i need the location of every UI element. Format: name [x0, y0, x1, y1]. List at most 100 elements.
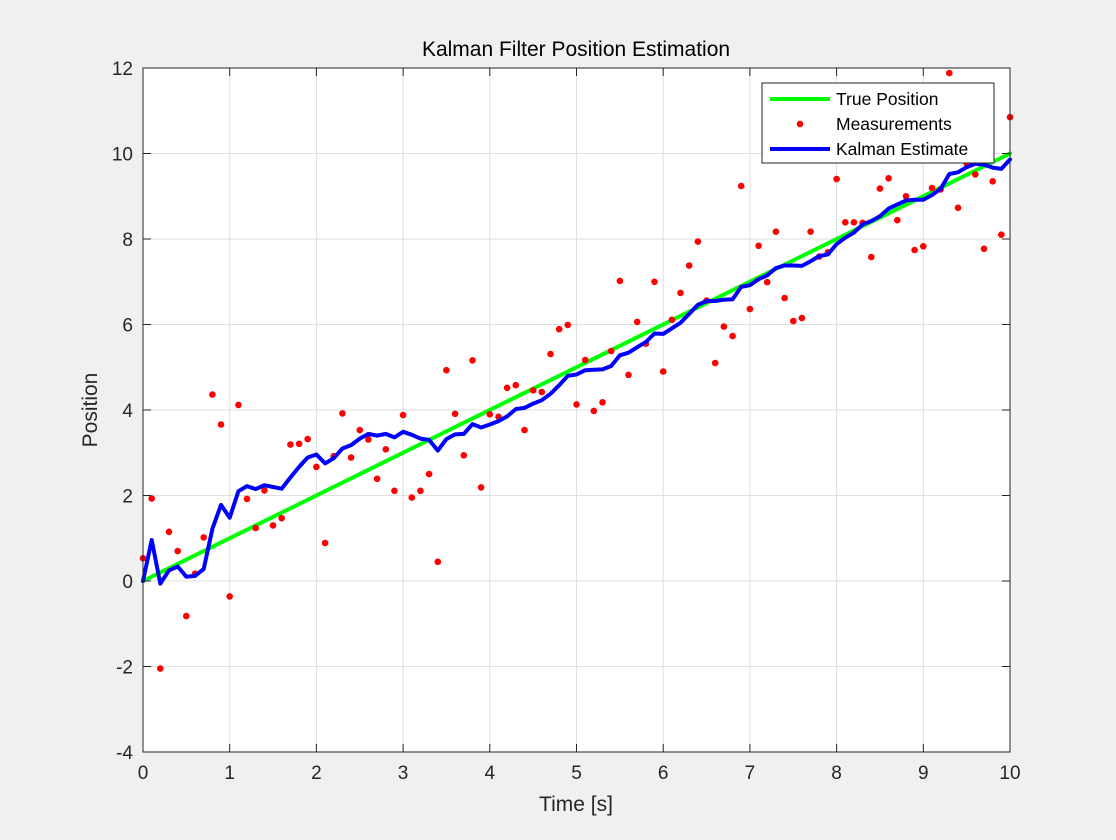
measurements-point: [972, 171, 979, 178]
measurements-point: [443, 366, 450, 374]
measurements-point: [746, 305, 754, 313]
measurements-point: [885, 175, 892, 182]
measurements-point: [200, 534, 207, 541]
y-axis-label: Position: [79, 373, 102, 448]
x-tick-label: 6: [658, 763, 669, 784]
plot-area: [139, 69, 1014, 672]
measurements-point: [842, 219, 849, 226]
measurements-point: [425, 470, 433, 478]
measurements-point: [772, 228, 780, 235]
measurements-point: [651, 278, 658, 286]
measurements-point: [998, 231, 1005, 238]
measurements-point: [486, 411, 494, 418]
x-tick-label: 3: [398, 763, 409, 784]
measurements-point: [521, 426, 528, 434]
x-tick-label: 1: [224, 763, 235, 784]
measurements-point: [434, 558, 442, 566]
y-tick-label: 0: [122, 572, 133, 593]
measurements-point: [798, 314, 806, 322]
x-tick-label: 8: [831, 763, 842, 784]
measurements-point: [989, 178, 996, 185]
x-tick-label: 9: [918, 763, 929, 784]
measurements-point: [573, 401, 580, 408]
measurements-point: [659, 368, 667, 375]
measurements-point: [564, 321, 572, 329]
measurements-point: [365, 436, 372, 443]
y-tick-label: 10: [112, 145, 133, 166]
measurements-point: [911, 246, 918, 254]
measurements-point: [946, 69, 953, 77]
y-tick-label: 6: [122, 316, 133, 337]
legend: True Position Measurements Kalman Estimate: [761, 82, 995, 164]
measurements-point: [148, 495, 155, 502]
measurements-point: [920, 243, 927, 250]
x-tick-label: 7: [745, 763, 756, 784]
measurements-point: [729, 332, 736, 340]
x-tick-label: 2: [311, 763, 322, 784]
measurements-point: [347, 454, 355, 461]
measurements-point: [790, 317, 797, 325]
measurements-point: [339, 410, 346, 417]
measurements-point: [668, 316, 676, 324]
measurements-point: [295, 440, 303, 448]
x-tick-label: 10: [999, 763, 1020, 784]
measurements-point: [209, 391, 216, 398]
measurements-point: [183, 612, 190, 620]
measurements-point: [252, 524, 259, 532]
measurements-point: [235, 401, 242, 409]
measurements-point: [868, 253, 875, 261]
measurements-point: [607, 347, 615, 355]
measurements-point: [954, 204, 962, 212]
measurements-point: [616, 277, 624, 285]
measurements-point: [165, 528, 173, 536]
y-tick-label: -2: [116, 658, 133, 679]
measurements-point: [226, 593, 233, 600]
measurements-point: [694, 238, 702, 245]
measurements-point: [711, 359, 719, 367]
legend-label-kalman-estimate: Kalman Estimate: [836, 139, 968, 159]
measurements-point: [503, 384, 511, 392]
measurements-point: [217, 421, 225, 428]
measurements-point: [876, 185, 884, 192]
measurements-point: [417, 487, 424, 495]
measurements-point: [157, 665, 164, 672]
measurements-point: [399, 411, 407, 419]
measurements-point: [261, 487, 268, 494]
measurements-point: [555, 325, 563, 333]
measurements-point: [685, 262, 693, 269]
kalman-estimate-line: [141, 157, 1012, 586]
measurements-point: [737, 182, 745, 190]
measurements-point: [807, 228, 814, 235]
measurements-point: [763, 278, 771, 286]
measurements-point: [512, 381, 520, 389]
measurements-point: [599, 399, 606, 406]
y-tick-label: 12: [112, 59, 133, 80]
measurements-point: [382, 446, 390, 453]
measurements-point: [477, 484, 485, 491]
measurements-point: [590, 407, 598, 415]
measurements-point: [677, 289, 684, 297]
x-tick-label: 4: [485, 763, 496, 784]
measurements-point: [902, 193, 910, 200]
measurements-point: [460, 452, 468, 459]
y-tick-label: -4: [116, 743, 133, 764]
measurements-point: [850, 219, 858, 226]
measurements-point: [625, 371, 632, 379]
legend-swatch-measurements: [796, 120, 804, 128]
measurements-point: [781, 294, 788, 302]
measurements-point: [581, 356, 589, 364]
measurements-point: [287, 441, 294, 448]
x-tick-label: 0: [138, 763, 149, 784]
measurements-point: [894, 216, 901, 224]
measurements-point: [633, 318, 641, 326]
y-tick-label: 2: [122, 487, 133, 508]
measurements-point: [547, 350, 554, 358]
measurements-point: [321, 539, 329, 547]
measurements-point: [373, 475, 381, 483]
measurements-point: [243, 495, 251, 503]
x-axis-label: Time [s]: [539, 793, 613, 816]
measurements-point: [980, 245, 988, 253]
